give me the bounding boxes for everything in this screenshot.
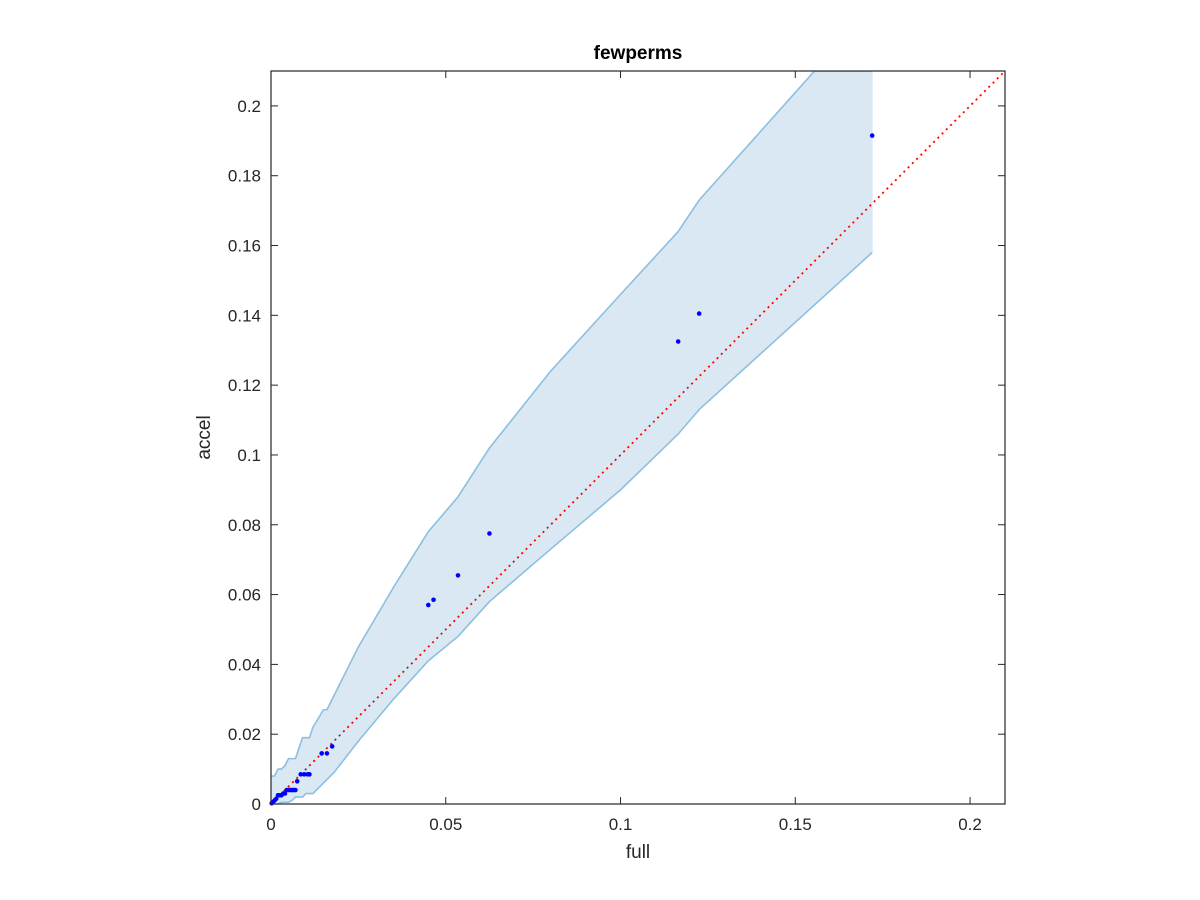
y-tick-label: 0.1 [237, 446, 261, 465]
data-point [324, 751, 330, 756]
data-point [425, 602, 431, 608]
plot-frame [270, 70, 1006, 805]
y-tick-label: 0.18 [228, 167, 261, 186]
axes: 0 0.05 0.1 0.15 0.2 0 0.02 0.04 0.06 0.08 0.1 0.12 0… [228, 70, 1006, 834]
band-fill [271, 71, 873, 804]
y-tick-label: 0.2 [237, 97, 261, 116]
x-axis-label: full [626, 842, 650, 863]
band-upper-edge [271, 71, 873, 777]
scatter-points [269, 133, 875, 806]
y-tick-label: 0.04 [228, 655, 261, 674]
y-tick-label: 0.14 [228, 306, 261, 325]
data-point [307, 772, 312, 777]
y-tick-label: 0.08 [228, 516, 261, 535]
data-point [869, 133, 875, 138]
data-point [301, 772, 307, 777]
y-tick-label: 0.16 [228, 237, 261, 256]
data-point [282, 791, 288, 796]
chart-title: fewperms [594, 43, 683, 64]
y-tick-label: 0.12 [228, 376, 261, 395]
x-tick-label: 0 [266, 815, 275, 834]
x-tick-label: 0.1 [609, 815, 633, 834]
x-tick-label: 0.2 [958, 815, 982, 834]
y-axis-label: accel [194, 415, 215, 459]
y-tick-label: 0.06 [228, 586, 261, 605]
y-tick-label: 0.02 [228, 725, 261, 744]
data-point [675, 339, 681, 344]
band-lower-edge [271, 251, 873, 804]
data-point [696, 311, 702, 316]
data-point [319, 751, 324, 756]
data-point [487, 531, 492, 536]
data-point [431, 597, 436, 603]
data-point [294, 779, 300, 784]
data-point [455, 573, 461, 578]
confidence-band [271, 71, 873, 804]
data-point [273, 796, 279, 802]
data-point [293, 787, 298, 793]
x-tick-label: 0.15 [779, 815, 812, 834]
reference-line-layer [270, 70, 1006, 805]
y-tick-label: 0 [252, 795, 261, 814]
x-tick-label: 0.05 [429, 815, 462, 834]
reference-line [270, 70, 1006, 805]
data-point [329, 744, 335, 749]
data-point [298, 772, 304, 777]
